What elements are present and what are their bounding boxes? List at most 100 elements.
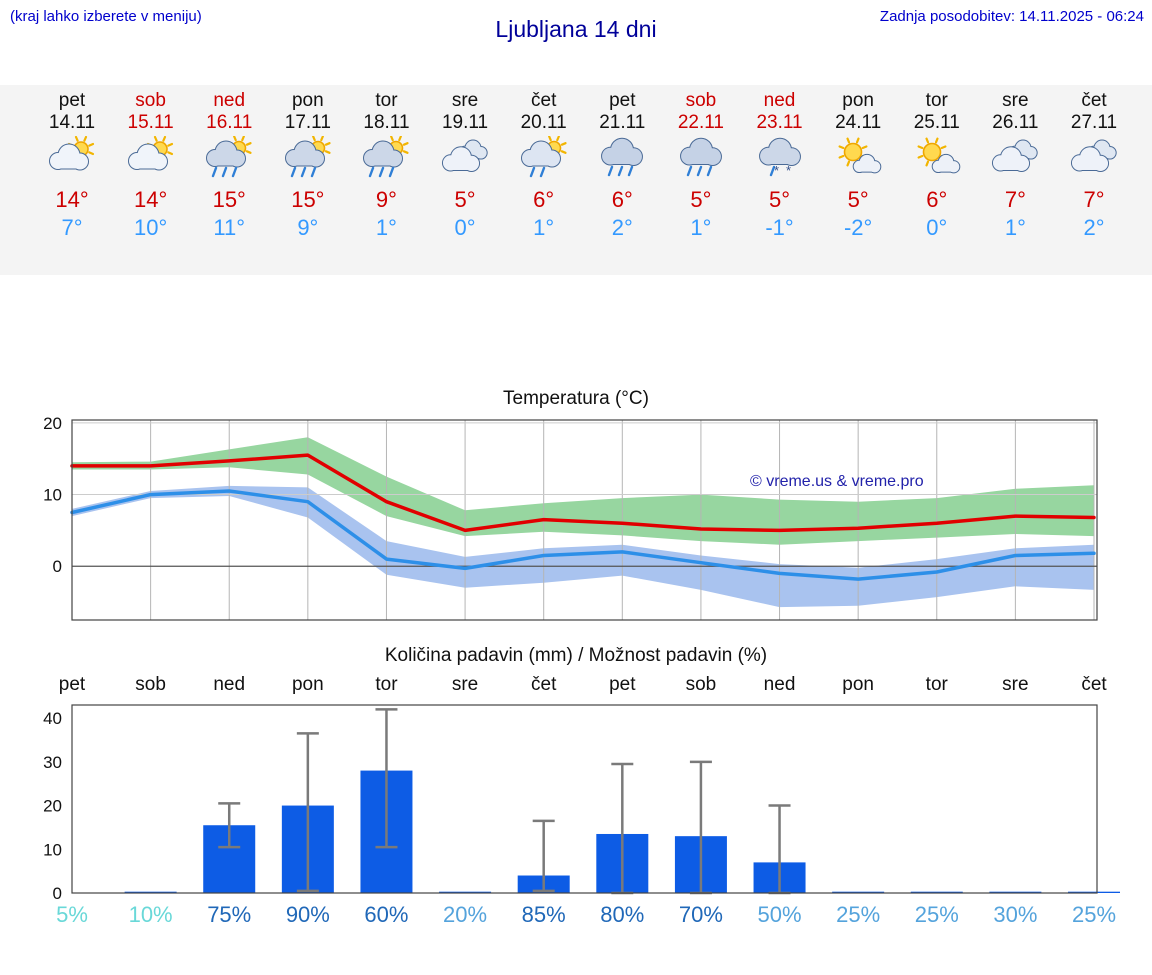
day-date: 22.11 [677, 112, 724, 133]
precip-probability: 25% [914, 902, 959, 927]
weather-icon-cloud-rain [659, 136, 743, 186]
cloud-icon [1070, 146, 1110, 172]
cloud-icon [284, 140, 325, 168]
weather-icon-cloudy [1052, 136, 1136, 186]
day-name: sob [135, 90, 166, 111]
precip-probability: 20% [443, 902, 488, 927]
day-name: ned [763, 90, 796, 111]
location-menu-note: (kraj lahko izberete v meniju) [10, 8, 202, 25]
day-name: sre [451, 90, 479, 111]
high-temp: 5° [690, 187, 712, 212]
weather-icon-sun-cloud-small [816, 136, 900, 186]
high-temp: 6° [611, 187, 633, 212]
high-temp: 7° [1004, 187, 1026, 212]
rain-icon [212, 166, 238, 178]
weather-icon-cloudy [423, 136, 507, 186]
rain-icon [608, 165, 634, 177]
rain-icon [529, 166, 545, 178]
high-temp: 6° [926, 187, 948, 212]
forecast-day: sob 15.11 14° 10° [109, 90, 193, 241]
weather-icon-sun-cloud-rain [266, 136, 350, 186]
day-name: pon [291, 90, 324, 111]
high-temp: 14° [55, 187, 89, 212]
svg-text:*: * [786, 163, 791, 178]
low-temp: 1° [1004, 215, 1026, 240]
precip-day-label: tor [925, 674, 948, 695]
day-date: 17.11 [284, 112, 331, 133]
precip-day-label: čet [531, 674, 557, 695]
forecast-day: sre 19.11 5° 0° [423, 90, 507, 241]
day-date: 23.11 [756, 112, 803, 133]
forecast-strip: pet 14.11 14° 7° sob 15.11 14° 10° ned 16.11 15° 11… [0, 85, 1152, 275]
temperature-chart-title: Temperatura (°C) [503, 388, 649, 409]
day-date: 20.11 [520, 112, 567, 133]
day-name: pet [58, 90, 86, 111]
forecast-day: tor 25.11 6° 0° [895, 90, 979, 241]
precip-day-label: sob [135, 674, 166, 695]
high-temp: 5° [847, 187, 869, 212]
forecast-day: sob 22.11 5° 1° [659, 90, 743, 241]
precip-probability: 50% [757, 902, 802, 927]
weather-icon-sun-cloud-light-rain [502, 136, 586, 186]
day-date: 24.11 [835, 112, 882, 133]
high-temp: 5° [454, 187, 476, 212]
precip-probability: 5% [56, 902, 88, 927]
weather-icon-sun-cloud-rain [187, 136, 271, 186]
weather-icon-cloud-sleet: * * [738, 136, 822, 186]
low-temp: 0° [454, 215, 476, 240]
rain-icon [369, 166, 395, 178]
day-date: 19.11 [441, 112, 489, 133]
day-date: 27.11 [1070, 112, 1118, 133]
precip-bar [989, 891, 1042, 893]
day-name: ned [213, 90, 246, 111]
cloud-icon [363, 140, 404, 168]
precip-probability: 25% [836, 902, 881, 927]
low-temp: 1° [533, 215, 555, 240]
precip-whisker [532, 819, 555, 893]
day-name: pet [609, 90, 636, 111]
day-date: 21.11 [599, 112, 646, 133]
low-temp: 7° [61, 215, 83, 240]
cloud-icon [520, 140, 561, 168]
precip-day-label: pon [291, 674, 324, 695]
forecast-day: pet 14.11 14° 7° [30, 90, 114, 241]
day-name: sob [685, 90, 717, 111]
y-tick-label: 10 [43, 840, 62, 859]
forecast-day: ned 16.11 15° 11° [187, 90, 271, 241]
day-date: 25.11 [913, 112, 960, 133]
y-tick-label: 40 [43, 709, 62, 728]
y-tick-label: 20 [43, 414, 62, 433]
precip-bar [439, 891, 492, 893]
low-temp: 1° [375, 215, 397, 240]
sun-icon [838, 137, 868, 167]
precip-day-label: pet [58, 674, 86, 695]
max-temp-range-band [72, 437, 1094, 545]
precip-whisker [375, 708, 398, 849]
precip-bar [910, 891, 963, 893]
watermark: © vreme.us & vreme.pro [750, 473, 924, 490]
cloud-icon [206, 140, 247, 168]
y-tick-label: 30 [43, 753, 62, 772]
forecast-day: čet 20.11 6° 1° [502, 90, 586, 241]
weather-icon-cloud-rain [580, 136, 664, 186]
rain-icon [290, 166, 317, 178]
forecast-day: sre 26.11 7° 1° [973, 90, 1057, 241]
low-temp: 11° [213, 215, 246, 240]
svg-text:*: * [774, 163, 779, 178]
day-name: čet [531, 90, 557, 111]
cloud-icon [442, 146, 481, 172]
y-tick-label: 0 [53, 884, 62, 900]
precipitation-chart-title: Količina padavin (mm) / Možnost padavin … [384, 645, 768, 666]
precip-probability: 70% [678, 902, 723, 927]
precip-day-label: čet [1081, 674, 1107, 695]
precip-probability: 85% [521, 902, 566, 927]
high-temp: 6° [533, 187, 555, 212]
plot-border [71, 704, 1098, 894]
precip-probability: 90% [285, 902, 330, 927]
weather-icon-sun-cloud [30, 136, 114, 186]
precip-bar [1068, 891, 1120, 893]
precip-day-label: pet [609, 674, 636, 695]
forecast-day: pon 17.11 15° 9° [266, 90, 350, 241]
precip-probability: 10% [128, 902, 173, 927]
low-temp: 1° [690, 215, 712, 240]
